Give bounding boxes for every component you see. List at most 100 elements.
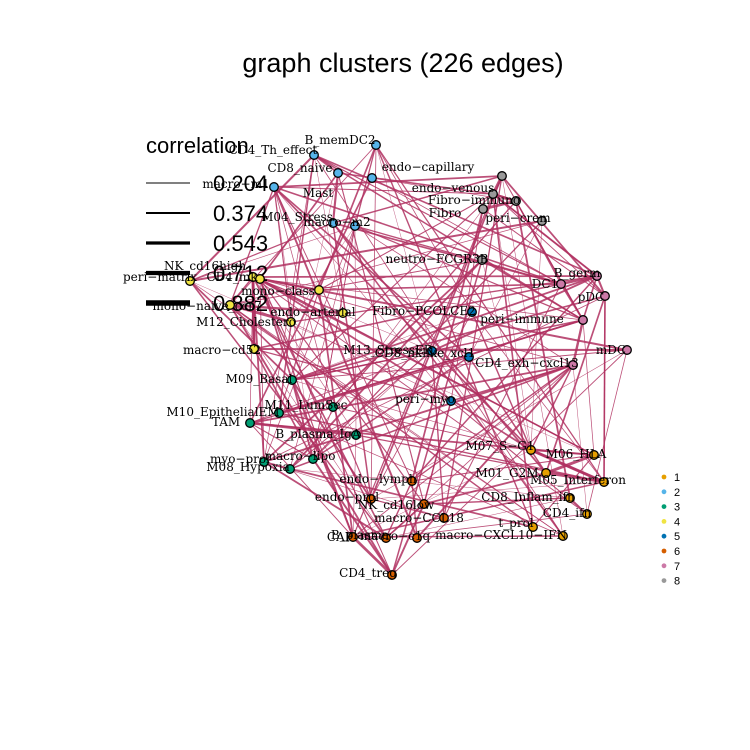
node-marker [565, 493, 575, 503]
node-marker [488, 189, 498, 199]
node-marker [446, 396, 456, 406]
node-marker [464, 352, 474, 362]
node-b-memdc2: B_memDC2 [304, 133, 381, 150]
node-cd8-nklike-xcl1: CD8_nklike_xcl1 [375, 346, 475, 362]
node-marker [407, 476, 417, 486]
edge [289, 208, 484, 470]
node-label: TAM [212, 415, 240, 429]
edge [545, 453, 595, 475]
edge [571, 319, 585, 366]
node-tam: TAM [212, 415, 255, 429]
edge [263, 461, 387, 539]
node-marker [338, 308, 348, 318]
node-marker [419, 499, 429, 509]
cluster-legend-dot [661, 548, 667, 554]
node-endo-capillary: endo−capillary [382, 160, 507, 181]
edge [332, 222, 547, 474]
node-m09-basal: M09_Basal [226, 372, 297, 386]
edge [291, 311, 473, 381]
node-marker [333, 168, 343, 178]
node-marker [511, 196, 521, 206]
node-label: Fibro−PCOLCE2 [372, 304, 476, 318]
cluster-legend-label: 8 [674, 576, 680, 588]
edge [530, 449, 605, 483]
node-b-plasma: B_plasma [331, 528, 391, 543]
node-label: mono−class [241, 284, 315, 298]
edge [291, 379, 314, 460]
node-peri-crem: peri−crem [485, 211, 551, 226]
node-label: Fibro [429, 206, 462, 220]
node-peri-immune: peri−immune [480, 312, 588, 326]
edge [263, 225, 356, 463]
node-cd8-inflam-ifn: CD8_Inflam_ifn [481, 490, 575, 504]
edge [263, 295, 606, 463]
node-marker [367, 173, 377, 183]
edge [259, 278, 393, 576]
node-mdc: mDC [596, 343, 632, 357]
node-marker [412, 533, 422, 543]
node-b-germ: B_germ [554, 266, 602, 281]
node-marker [600, 291, 610, 301]
node-marker [255, 274, 265, 284]
node-marker [309, 150, 319, 160]
node-marker [287, 375, 297, 385]
node-marker [366, 494, 376, 504]
edge [545, 295, 606, 474]
node-nk-cd16high: NK_cd16high [164, 259, 258, 282]
node-marker [328, 218, 338, 228]
edge [411, 364, 574, 482]
edge [291, 349, 628, 381]
node-label: macro−cd52 [183, 343, 261, 357]
cluster-legend-label: 3 [674, 502, 680, 514]
node-marker [497, 171, 507, 181]
node-label: CD4_ifn [543, 506, 592, 520]
node-marker [259, 457, 269, 467]
edge [259, 278, 532, 451]
node-label: CD8_nklike_xcl1 [375, 346, 475, 360]
edge [332, 222, 372, 500]
node-cd4-th-effect: CD4_Th_effect [229, 143, 319, 160]
edge [501, 175, 564, 537]
cluster-legend-dot [661, 578, 667, 583]
edge [603, 295, 606, 483]
node-marker [314, 285, 324, 295]
edge [259, 278, 265, 463]
edge [278, 319, 584, 414]
node-marker [269, 182, 279, 192]
node-label: macro−lipo [265, 449, 336, 463]
edge [289, 364, 574, 470]
node-endo-prol: endo−prol [315, 490, 379, 504]
edge [289, 350, 433, 470]
edge [189, 280, 293, 381]
node-label: Fibro−immuno [428, 193, 520, 207]
node-label: endo−venous [412, 181, 495, 195]
node-m01-g2m: M01_G2M [475, 466, 551, 480]
edge [252, 276, 265, 463]
node-dc1: DC1 [532, 277, 566, 291]
edge [313, 154, 562, 285]
edge-legend-value: 0.374 [213, 201, 268, 226]
edge [370, 349, 628, 500]
edge [273, 175, 503, 188]
edge [411, 208, 484, 482]
node-label: mono−naive_ccr7 [152, 299, 261, 313]
node-m13-stresser: M13_StressER [343, 343, 437, 357]
edge [291, 275, 598, 381]
edge [289, 468, 534, 528]
edge [385, 364, 574, 539]
node-cd4-treg: CD4_treg [339, 566, 397, 580]
node-mono-naive-ccr7: mono−naive_ccr7 [152, 299, 261, 313]
node-label: peri−immune [480, 312, 564, 326]
edge [229, 259, 483, 306]
edge [259, 278, 425, 505]
node-marker [537, 216, 547, 226]
node-m06-hla: M06_HLA [546, 447, 607, 461]
edge [354, 144, 377, 227]
node-m12-cholestero: M12_Cholestero [196, 315, 296, 329]
edge [370, 144, 377, 500]
node-label: pDC [578, 290, 604, 304]
edge [253, 348, 452, 402]
edge [450, 364, 574, 402]
node-label: CD8_naive [267, 161, 332, 175]
